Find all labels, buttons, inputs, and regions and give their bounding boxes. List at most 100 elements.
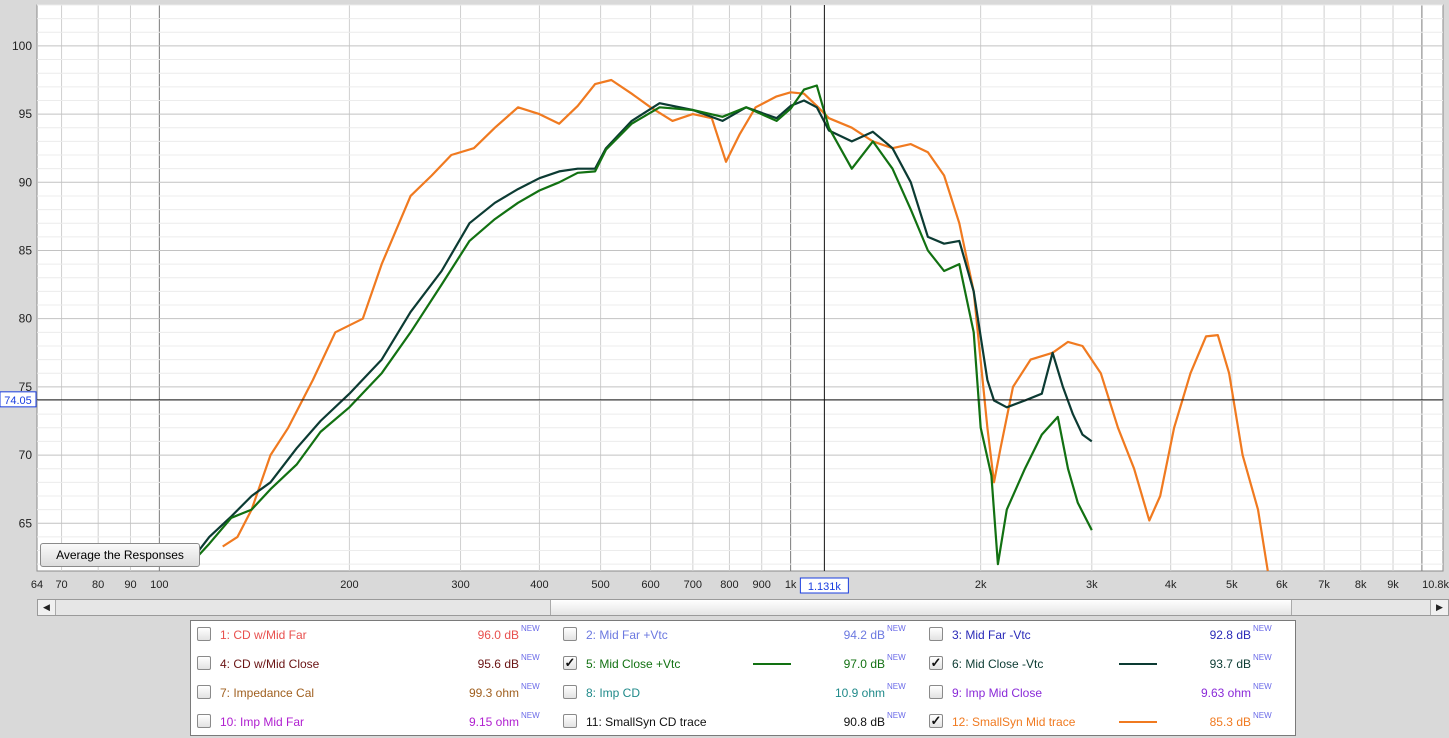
legend-line-swatch [1119, 721, 1157, 723]
series-line [222, 78, 1269, 572]
grid-lines [37, 4, 1443, 571]
legend-new-badge: NEW [521, 682, 540, 691]
legend-value: 93.7 dB [1209, 657, 1251, 671]
legend-item[interactable]: 8: Imp CD 10.9 ohm NEW [557, 680, 923, 706]
legend-checkbox[interactable] [197, 714, 211, 728]
y-tick-label: 100 [12, 39, 32, 53]
legend-checkbox[interactable] [929, 627, 943, 641]
legend-checkbox[interactable]: ✓ [929, 655, 943, 670]
legend-label: 12: SmallSyn Mid trace [952, 715, 1076, 729]
scroll-left-arrow-icon[interactable]: ◀ [38, 600, 56, 615]
legend-item[interactable]: ✓ 12: SmallSyn Mid trace 85.3 dB NEW [923, 709, 1289, 735]
cursor-y-label: 74.05 [4, 395, 32, 407]
scrollbar-thumb[interactable] [550, 600, 1292, 615]
legend-item[interactable]: ✓ 6: Mid Close -Vtc 93.7 dB NEW [923, 651, 1289, 677]
legend-checkbox[interactable] [197, 627, 211, 641]
legend-value: 90.8 dB [843, 715, 885, 729]
legend-new-badge: NEW [1253, 653, 1272, 662]
legend-checkbox[interactable] [197, 656, 211, 670]
legend-label: 5: Mid Close +Vtc [586, 657, 681, 671]
y-axis-tick-labels: 65 70 75 80 85 90 95 100 [12, 39, 32, 530]
legend-checkbox[interactable] [929, 685, 943, 699]
legend-label: 9: Imp Mid Close [952, 686, 1043, 700]
cursor-x-label-box [799, 577, 849, 594]
legend-checkbox[interactable] [563, 627, 577, 641]
x-tick-label: 900 [753, 579, 771, 591]
y-tick-label: 65 [19, 516, 33, 530]
scroll-right-arrow-icon[interactable]: ▶ [1430, 600, 1448, 615]
legend-value: 92.8 dB [1209, 628, 1251, 642]
average-responses-button[interactable]: Average the Responses [40, 543, 200, 567]
x-axis-tick-labels: 64 70 80 90 100 200 300 400 500 600 700 800 900 1k 2k 3… [31, 579, 1449, 591]
legend-item[interactable]: ✓ 5: Mid Close +Vtc 97.0 dB NEW [557, 651, 923, 677]
legend-item[interactable]: 9: Imp Mid Close 9.63 ohm NEW [923, 680, 1289, 706]
y-tick-label: 70 [19, 448, 33, 462]
legend-new-badge: NEW [887, 682, 906, 691]
cursor-y-label-box [0, 391, 37, 408]
y-tick-label: 80 [19, 312, 33, 326]
legend-item[interactable]: 3: Mid Far -Vtc 92.8 dB NEW [923, 622, 1289, 648]
legend-value: 85.3 dB [1209, 715, 1251, 729]
legend-value: 99.3 ohm [468, 686, 519, 700]
series-lines [189, 78, 1269, 572]
x-tick-label: 90 [124, 579, 136, 591]
legend-label: 8: Imp CD [586, 686, 641, 700]
legend-checkbox[interactable] [563, 685, 577, 699]
x-tick-label: 200 [340, 579, 358, 591]
legend-label: 7: Impedance Cal [220, 686, 315, 700]
frequency-response-plot[interactable]: 65 70 75 80 85 90 95 100 64 70 80 90 100 200 300 400 50… [0, 0, 1449, 600]
x-tick-label: 70 [55, 579, 67, 591]
legend-label: 6: Mid Close -Vtc [952, 657, 1044, 671]
x-tick-label: 4k [1165, 579, 1177, 591]
y-tick-label: 90 [19, 175, 33, 189]
legend-value: 10.9 ohm [834, 686, 885, 700]
x-tick-label: 80 [92, 579, 104, 591]
legend-line-swatch [753, 663, 791, 665]
y-tick-label: 75 [19, 380, 33, 394]
cursor-x-label: 1.131k [808, 581, 842, 593]
legend-value: 95.6 dB [477, 657, 519, 671]
legend-label: 2: Mid Far +Vtc [586, 628, 668, 642]
legend-item[interactable]: 11: SmallSyn CD trace 90.8 dB NEW [557, 709, 923, 735]
legend-checkbox[interactable] [563, 714, 577, 728]
legend-checkbox[interactable]: ✓ [563, 655, 577, 670]
x-tick-label: 8k [1355, 579, 1367, 591]
legend-item[interactable]: 2: Mid Far +Vtc 94.2 dB NEW [557, 622, 923, 648]
legend-new-badge: NEW [887, 653, 906, 662]
measurement-legend-panel: 1: CD w/Mid Far 96.0 dB NEW 2: Mid Far +Vtc… [190, 620, 1296, 736]
legend-new-badge: NEW [887, 711, 906, 720]
plot-area-background [36, 4, 1444, 572]
x-tick-label: 700 [684, 579, 702, 591]
cursor-crosshair[interactable]: 1.131k 74.05 [0, 5, 1443, 594]
legend-new-badge: NEW [1253, 624, 1272, 633]
horizontal-scrollbar[interactable]: ◀ ▶ [37, 599, 1449, 616]
legend-label: 3: Mid Far -Vtc [952, 628, 1031, 642]
x-tick-label: 64 [31, 579, 43, 591]
legend-new-badge: NEW [1253, 711, 1272, 720]
x-tick-label: 500 [591, 579, 609, 591]
legend-item[interactable]: 4: CD w/Mid Close 95.6 dB NEW [191, 651, 557, 677]
legend-checkbox[interactable] [197, 685, 211, 699]
legend-label: 10: Imp Mid Far [220, 715, 305, 729]
x-tick-label: 600 [641, 579, 659, 591]
x-tick-label: 7k [1318, 579, 1330, 591]
x-tick-label: 1k [785, 579, 797, 591]
x-tick-label: 100 [150, 579, 168, 591]
x-tick-label: 5k [1226, 579, 1238, 591]
legend-label: 11: SmallSyn CD trace [586, 715, 707, 729]
series-line [189, 84, 1093, 566]
x-tick-label: 2k [975, 579, 987, 591]
legend-item[interactable]: 7: Impedance Cal 99.3 ohm NEW [191, 680, 557, 706]
legend-item[interactable]: 1: CD w/Mid Far 96.0 dB NEW [191, 622, 557, 648]
legend-value: 9.63 ohm [1200, 686, 1251, 700]
x-tick-label: 6k [1276, 579, 1288, 591]
legend-label: 4: CD w/Mid Close [220, 657, 320, 671]
x-tick-label: 3k [1086, 579, 1098, 591]
legend-value: 94.2 dB [843, 628, 885, 642]
x-tick-label: 10.8k [1422, 579, 1449, 591]
legend-new-badge: NEW [521, 711, 540, 720]
legend-item[interactable]: 10: Imp Mid Far 9.15 ohm NEW [191, 709, 557, 735]
x-tick-label: 9k [1387, 579, 1399, 591]
legend-checkbox[interactable]: ✓ [929, 713, 943, 728]
legend-label: 1: CD w/Mid Far [220, 628, 307, 642]
